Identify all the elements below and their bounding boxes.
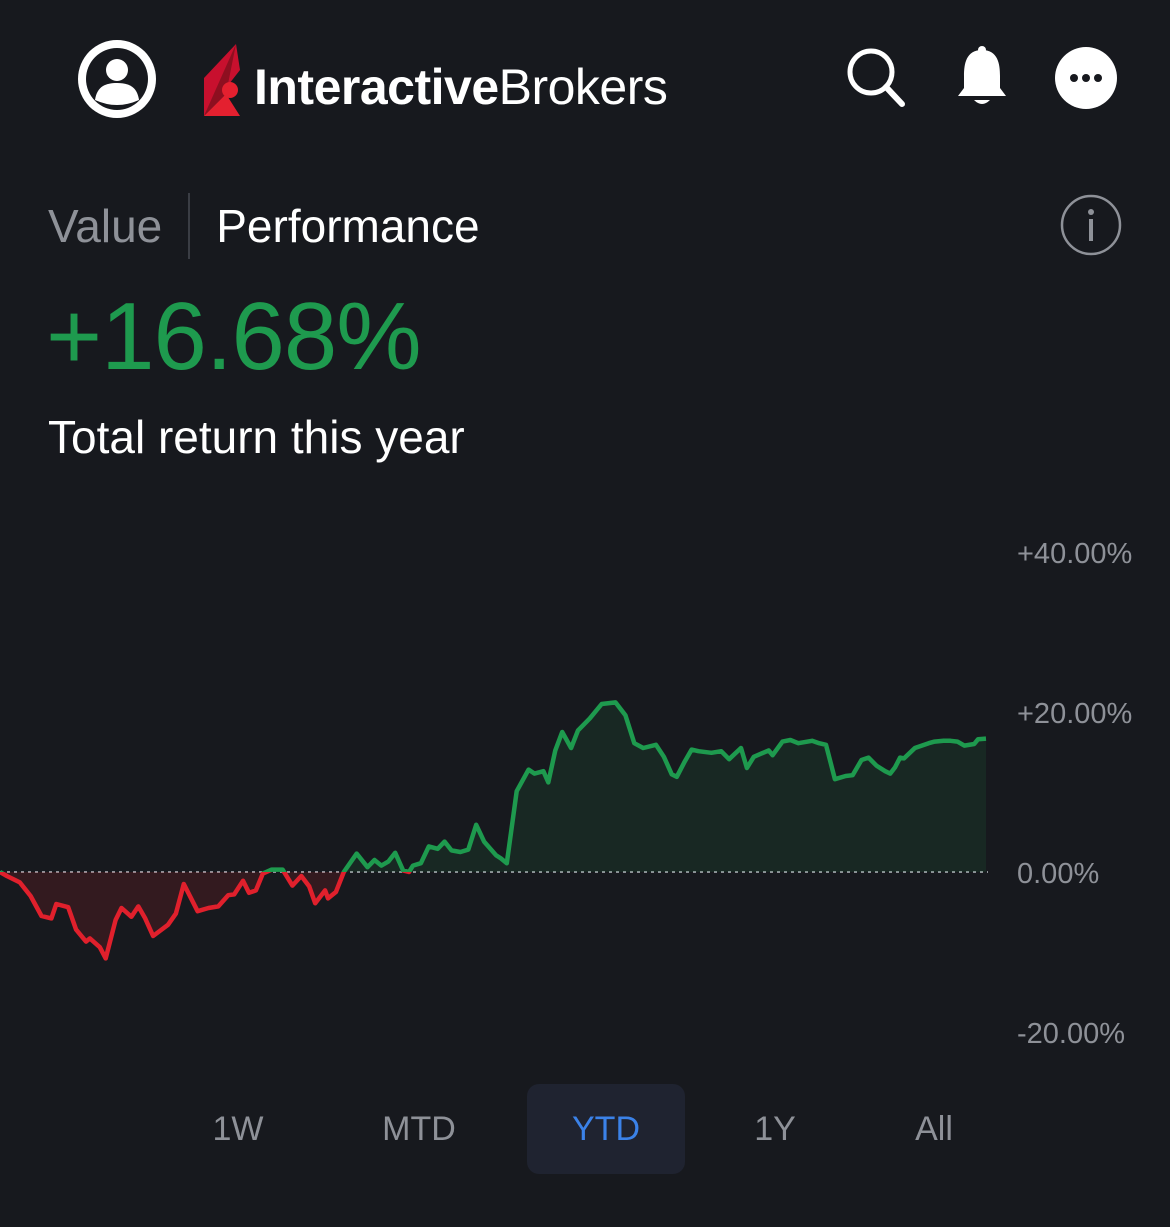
info-icon[interactable] (1060, 194, 1122, 256)
period-selector: 1W MTD YTD 1Y All (0, 1084, 1170, 1174)
view-toggle: Value Performance (48, 192, 480, 260)
y-tick-label: +20.00% (1017, 698, 1132, 730)
positive-area (0, 702, 986, 872)
period-all-button[interactable]: All (915, 1110, 953, 1148)
brand-mark-icon (204, 44, 240, 116)
period-ytd-button[interactable]: YTD (527, 1084, 685, 1174)
tab-performance[interactable]: Performance (216, 200, 480, 252)
total-return-label: Total return this year (48, 411, 465, 463)
period-1w-button[interactable]: 1W (212, 1110, 264, 1148)
bell-icon[interactable] (950, 44, 1014, 108)
y-axis-ticks: +40.00% +20.00% 0.00% -20.00% (1017, 538, 1132, 1050)
tab-value[interactable]: Value (48, 200, 163, 252)
period-mtd-button[interactable]: MTD (382, 1110, 456, 1148)
brand-wordmark-light: Brokers (498, 59, 668, 115)
period-1y-button[interactable]: 1Y (754, 1110, 796, 1148)
y-tick-label: +40.00% (1017, 538, 1132, 570)
brand-wordmark: InteractiveBrokers (254, 58, 668, 116)
y-tick-label: -20.00% (1017, 1018, 1125, 1050)
positive-line (0, 700, 987, 872)
negative-area (0, 872, 986, 959)
app-header: InteractiveBrokers (0, 0, 1170, 160)
y-tick-label: 0.00% (1017, 858, 1099, 890)
brand-logo: InteractiveBrokers (200, 40, 668, 120)
negative-line (0, 872, 412, 961)
total-return-value: +16.68% (46, 283, 422, 390)
search-icon[interactable] (844, 44, 908, 108)
toggle-divider (188, 193, 191, 259)
brand-wordmark-bold: Interactive (254, 59, 499, 115)
more-icon[interactable] (1054, 46, 1118, 110)
performance-chart[interactable]: +40.00% +20.00% 0.00% -20.00% (0, 520, 1170, 1060)
user-avatar-icon[interactable] (78, 40, 156, 118)
